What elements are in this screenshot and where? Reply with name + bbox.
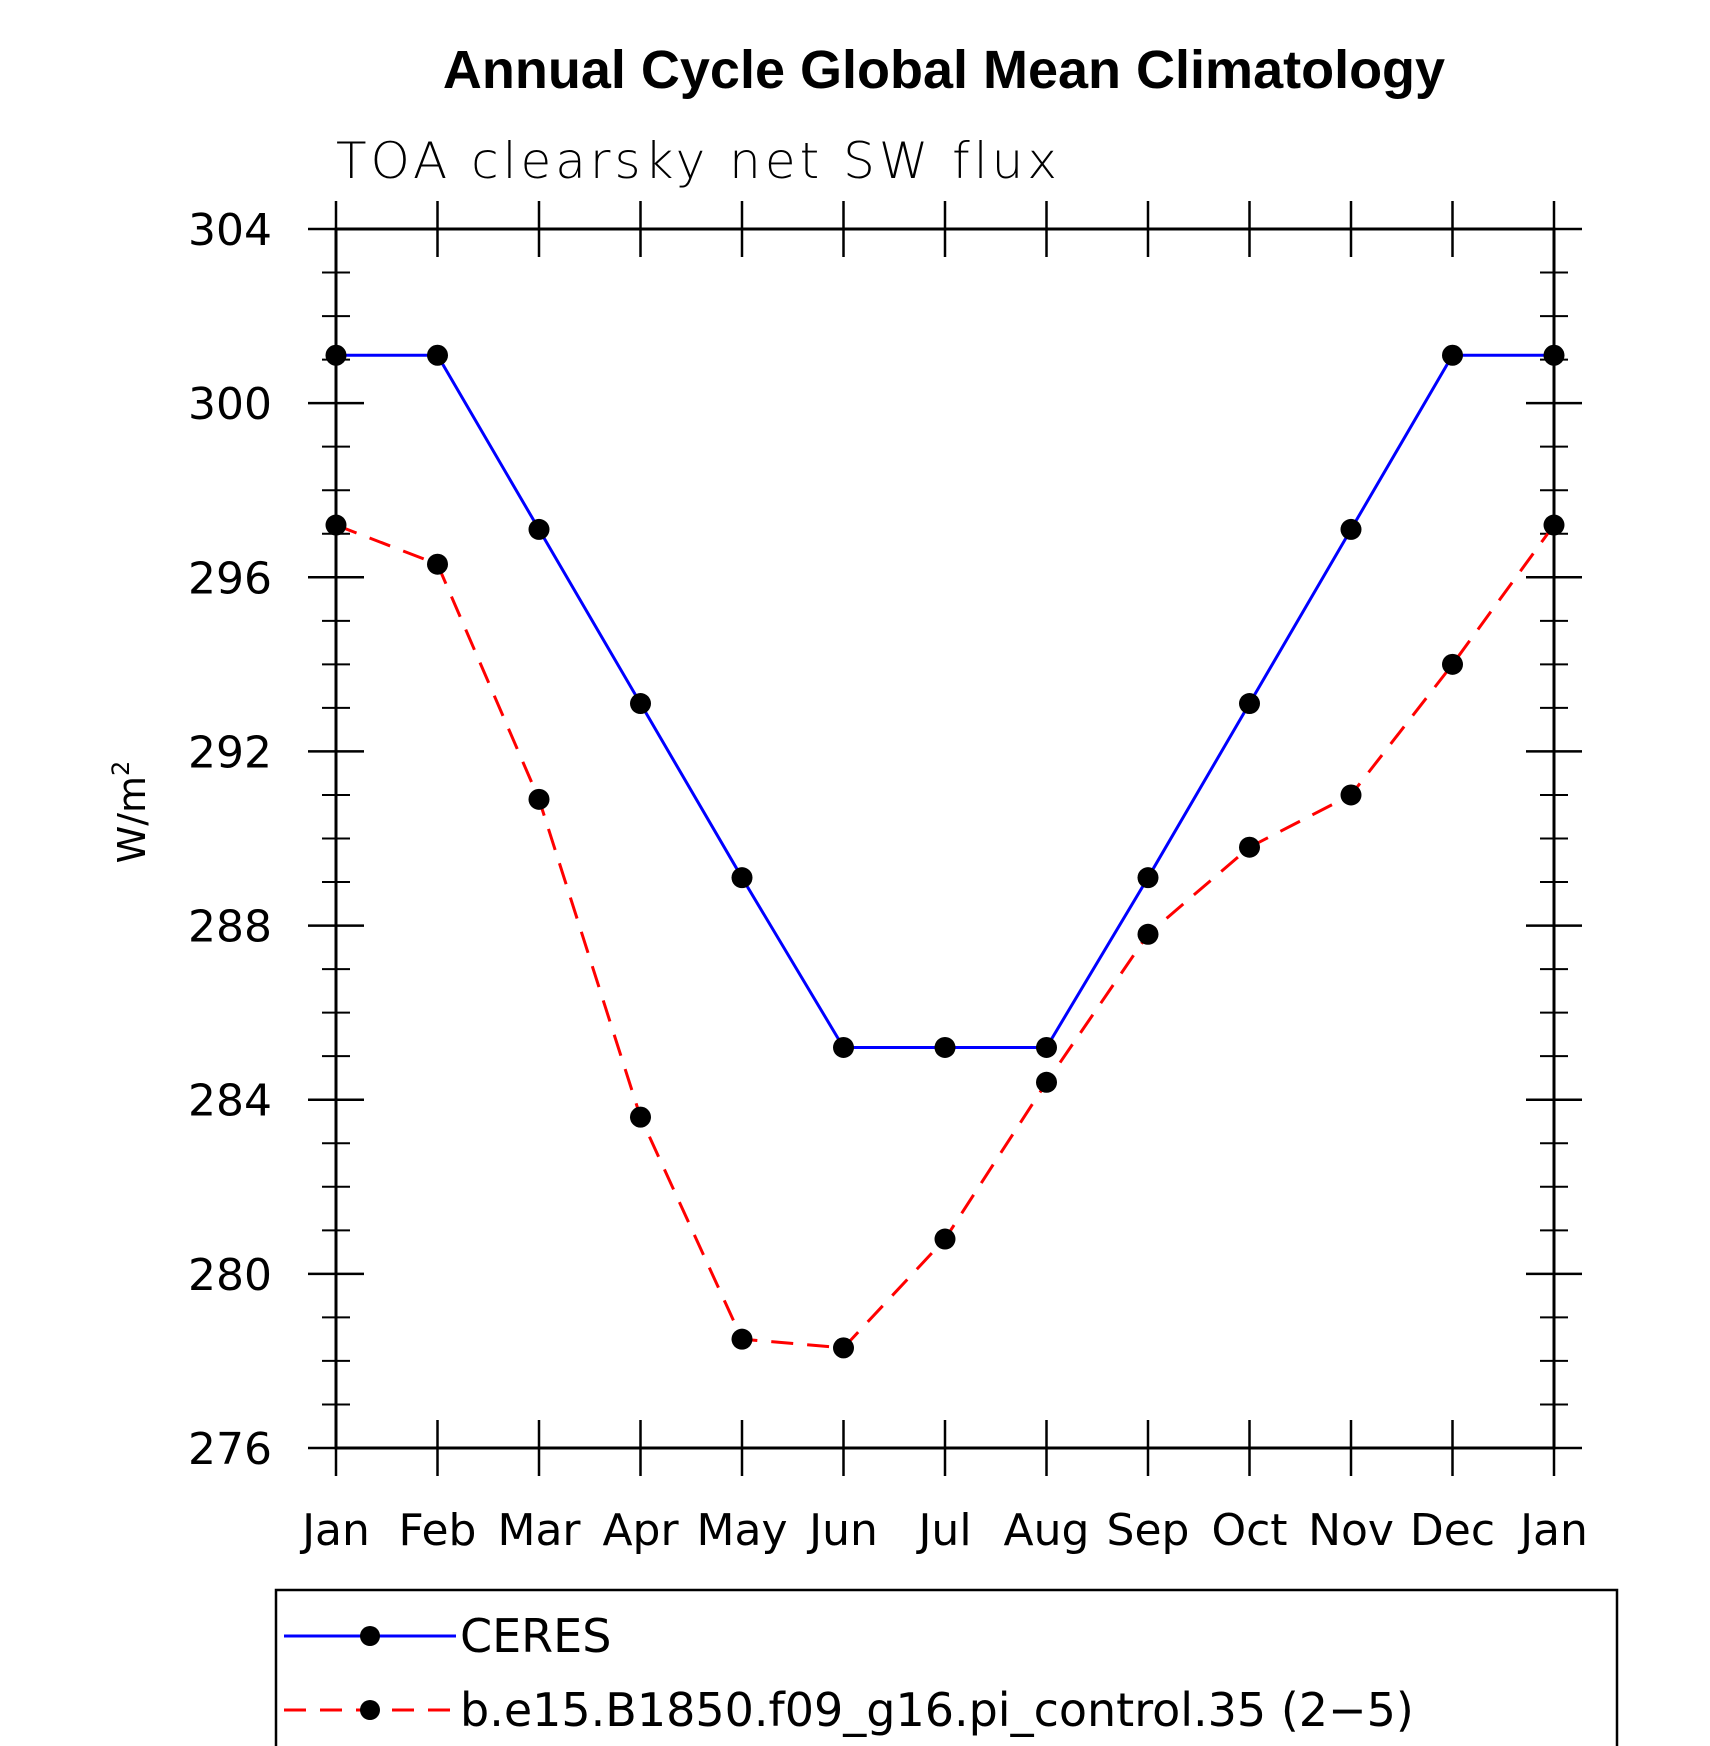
series-0-point — [427, 344, 448, 366]
series-layer — [325, 344, 1565, 1359]
x-tick-label: Sep — [1107, 1505, 1190, 1556]
legend-box — [274, 1588, 1619, 1746]
series-1-point — [1036, 1071, 1057, 1093]
axis-ticks — [308, 201, 1582, 1476]
series-1-point — [1340, 784, 1362, 806]
x-tick-label: Jan — [1517, 1505, 1588, 1556]
x-tick-label: Nov — [1308, 1505, 1394, 1556]
x-tick-label: May — [697, 1505, 788, 1556]
x-tick-label: Jun — [806, 1505, 878, 1556]
y-tick-label: 296 — [188, 553, 272, 604]
y-axis-label-text: W/m — [110, 776, 154, 863]
series-line-1 — [335, 523, 1556, 1350]
series-0-point — [934, 1036, 956, 1058]
legend-label-model: b.e15.B1850.f09_g16.pi_control.35 (2−5) — [460, 1683, 1414, 1737]
series-1-point — [325, 514, 347, 536]
x-tick-label: Oct — [1211, 1505, 1287, 1556]
legend-marker-model — [360, 1700, 380, 1720]
y-tick-label: 284 — [188, 1076, 272, 1127]
legend-label-ceres: CERES — [460, 1609, 611, 1663]
series-1-point — [630, 1106, 651, 1128]
series-1-point — [427, 553, 448, 575]
series-0-point — [1036, 1036, 1057, 1058]
series-line-0 — [336, 353, 1554, 1049]
series-1-point — [1543, 514, 1565, 536]
y-tick-label: 280 — [188, 1250, 272, 1301]
series-0-point — [1442, 344, 1463, 366]
y-tick-labels: 276 280 284 288 292 296 300 304 — [188, 205, 272, 1475]
x-tick-label: Mar — [497, 1505, 581, 1556]
series-1-point — [1137, 923, 1159, 945]
x-tick-label: Jan — [299, 1505, 370, 1556]
series-0-point — [630, 693, 651, 715]
series-0-point — [528, 518, 550, 540]
series-1-point — [934, 1228, 956, 1250]
y-tick-label: 288 — [188, 902, 272, 953]
series-1-point — [731, 1328, 753, 1350]
series-1-point — [528, 788, 550, 810]
plot-frame — [334, 227, 1556, 1450]
legend-marker-ceres — [360, 1626, 380, 1646]
x-tick-label: Aug — [1004, 1505, 1090, 1556]
chart-title: Annual Cycle Global Mean Climatology — [443, 40, 1445, 100]
series-0-point — [833, 1036, 854, 1058]
x-tick-label: Apr — [602, 1505, 679, 1556]
series-0-point — [1137, 867, 1159, 889]
y-tick-label: 276 — [188, 1424, 272, 1475]
chart-subtitle: TOA clearsky net SW flux — [336, 132, 1061, 190]
x-tick-label: Jul — [915, 1505, 971, 1556]
y-tick-label: 292 — [188, 727, 272, 778]
y-axis-label-superscript: 2 — [107, 761, 135, 776]
series-0-point — [1239, 693, 1260, 715]
x-tick-labels: Jan Feb Mar Apr May Jun Jul Aug Sep Oct Nov Dec Jan — [299, 1505, 1588, 1556]
svg-text:W/m2: W/m2 — [107, 761, 154, 864]
series-1-point — [1239, 836, 1260, 858]
series-0-point — [731, 867, 753, 889]
y-tick-label: 304 — [188, 205, 272, 256]
y-tick-label: 300 — [188, 379, 272, 430]
y-axis-label: W/m2 — [107, 761, 154, 864]
x-tick-label: Dec — [1410, 1505, 1495, 1556]
series-1-point — [1442, 653, 1463, 675]
series-0-point — [1340, 518, 1362, 540]
series-0-point — [325, 344, 347, 366]
x-tick-label: Feb — [399, 1505, 477, 1556]
legend: CERES b.e15.B1850.f09_g16.pi_control.35 … — [274, 1588, 1619, 1746]
series-1-point — [833, 1337, 854, 1359]
series-0-point — [1543, 344, 1565, 366]
